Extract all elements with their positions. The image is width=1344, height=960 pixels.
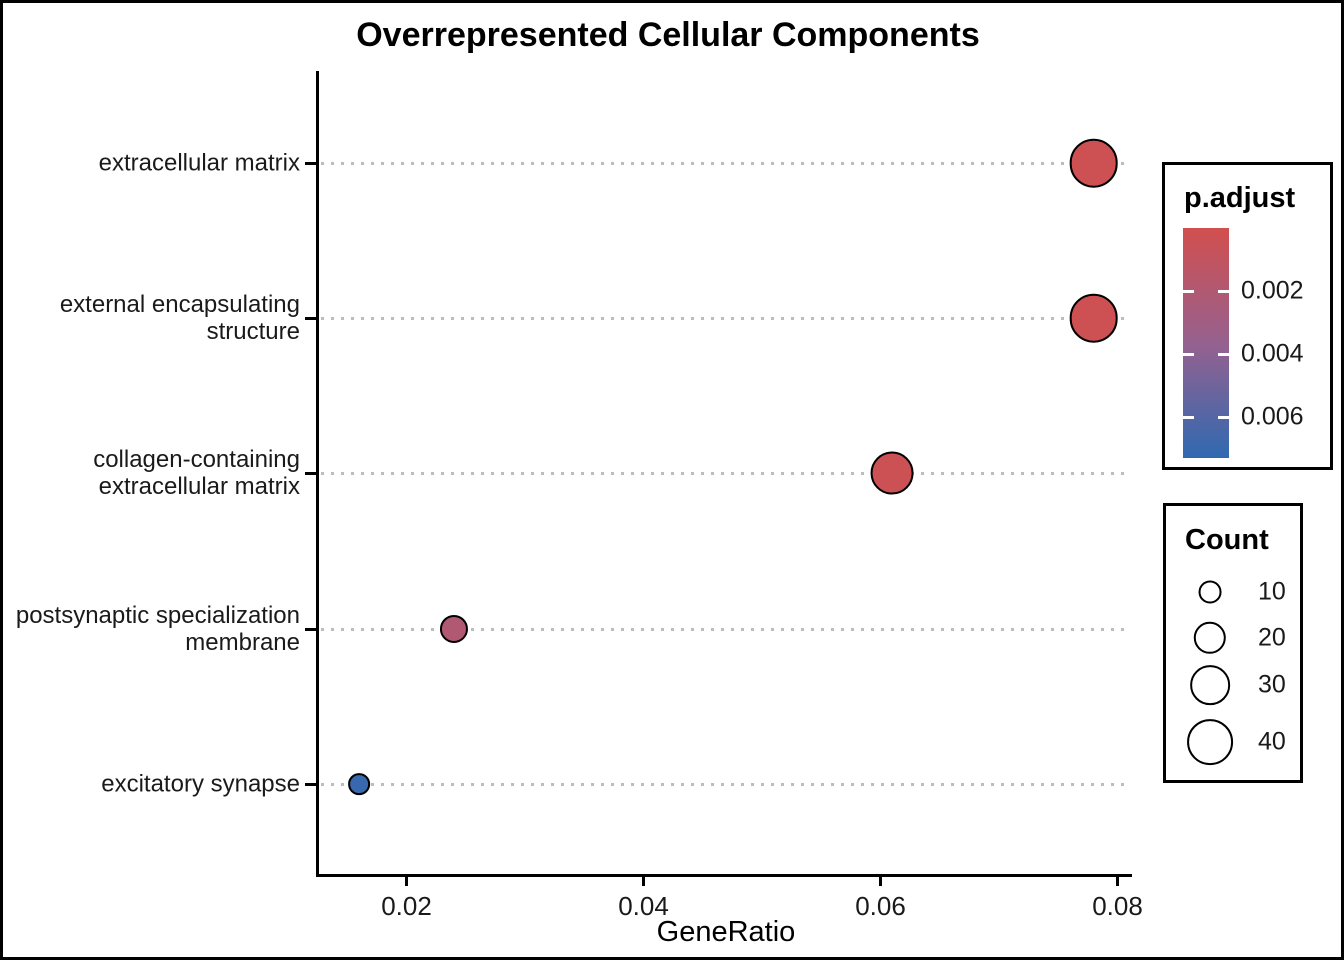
gridline — [321, 316, 1131, 320]
chart-title: Overrepresented Cellular Components — [356, 16, 980, 54]
y-axis-tick — [305, 627, 316, 631]
count-legend-title: Count — [1185, 524, 1269, 556]
data-point — [348, 773, 370, 795]
colorbar-tick — [1218, 289, 1229, 293]
x-tick-label: 0.06 — [855, 891, 906, 921]
count-legend: Count 10 20 30 40 — [1163, 503, 1303, 783]
x-axis-tick — [879, 876, 882, 886]
x-axis-line — [316, 874, 1132, 877]
gridline — [321, 471, 1131, 475]
x-axis-title: GeneRatio — [656, 916, 796, 948]
y-axis-label: extracellular matrix — [98, 149, 300, 177]
count-legend-circle — [1198, 580, 1222, 604]
x-tick-label: 0.08 — [1092, 891, 1143, 921]
colorbar-tick — [1183, 352, 1194, 356]
colorbar-tick-label: 0.004 — [1241, 339, 1304, 368]
colorbar-tick — [1218, 415, 1229, 419]
colorbar-tick — [1183, 415, 1194, 419]
count-legend-label: 30 — [1258, 670, 1286, 699]
p-adjust-legend: p.adjust 0.002 0.004 0.006 — [1162, 162, 1333, 470]
y-axis-label: postsynaptic specialization membrane — [15, 602, 300, 656]
data-point — [870, 451, 914, 495]
colorbar-tick — [1183, 289, 1194, 293]
data-point — [1069, 293, 1119, 343]
x-tick-label: 0.02 — [381, 891, 432, 921]
count-legend-circle — [1187, 719, 1233, 765]
gridline — [321, 161, 1131, 165]
count-legend-circle — [1193, 621, 1227, 655]
y-axis-label: external encapsulating structure — [59, 291, 300, 345]
count-legend-label: 20 — [1258, 623, 1286, 652]
x-tick-label: 0.04 — [618, 891, 669, 921]
x-axis-tick — [642, 876, 645, 886]
y-axis-tick — [305, 471, 316, 475]
colorbar-tick — [1218, 352, 1229, 356]
y-axis-label: excitatory synapse — [101, 770, 300, 798]
x-axis-tick — [405, 876, 408, 886]
count-legend-label: 10 — [1258, 577, 1286, 606]
x-axis-tick — [1116, 876, 1119, 886]
count-legend-label: 40 — [1258, 727, 1286, 756]
p-adjust-colorbar — [1183, 228, 1229, 458]
gridline — [321, 627, 1131, 631]
colorbar-tick-label: 0.006 — [1241, 402, 1304, 431]
y-axis-tick — [305, 161, 316, 165]
y-axis-tick — [305, 782, 316, 786]
data-point — [439, 614, 468, 644]
count-legend-circle — [1190, 665, 1230, 705]
y-axis-label: collagen-containing extracellular matrix — [93, 446, 300, 500]
data-point — [1069, 138, 1119, 188]
gridline — [321, 782, 1131, 786]
colorbar-tick-label: 0.002 — [1241, 276, 1304, 305]
y-axis-tick — [305, 316, 316, 320]
p-adjust-legend-title: p.adjust — [1184, 182, 1296, 214]
y-axis-line — [316, 71, 319, 877]
